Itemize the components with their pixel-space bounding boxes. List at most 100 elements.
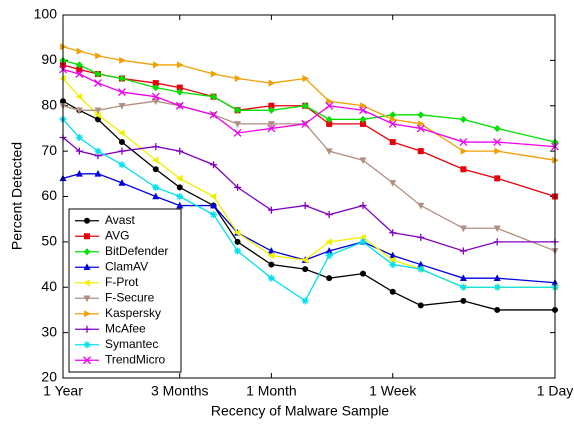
marker	[389, 251, 397, 259]
marker	[493, 283, 501, 291]
marker	[94, 116, 101, 123]
marker	[118, 161, 126, 169]
marker	[268, 261, 275, 268]
marker	[494, 175, 501, 182]
marker	[326, 97, 334, 105]
x-tick-label: 3 Months	[151, 383, 209, 399]
legend-marker	[83, 325, 91, 333]
marker	[176, 201, 184, 209]
marker	[267, 251, 275, 259]
y-tick-label: 80	[41, 96, 57, 112]
marker	[267, 274, 275, 282]
marker	[151, 156, 159, 164]
legend-label: BitDefender	[105, 244, 168, 258]
marker	[267, 106, 275, 114]
legend-label: AVG	[105, 228, 129, 242]
marker	[234, 106, 242, 114]
marker	[76, 66, 83, 73]
y-tick-label: 90	[41, 51, 57, 67]
marker	[210, 201, 218, 209]
plot-frame	[62, 14, 556, 379]
marker	[359, 233, 366, 241]
x-tick-label: 1 Month	[246, 383, 297, 399]
marker	[325, 247, 333, 254]
marker	[388, 256, 396, 264]
marker	[152, 84, 160, 92]
series-line	[62, 64, 556, 198]
marker	[118, 147, 126, 155]
legend-marker	[84, 310, 91, 318]
marker	[233, 229, 241, 237]
marker	[459, 274, 467, 281]
y-tick-label: 40	[41, 278, 57, 294]
legend-label: ClamAV	[105, 259, 148, 273]
marker	[460, 147, 468, 155]
marker	[94, 79, 102, 88]
marker	[94, 111, 101, 119]
marker	[151, 92, 160, 101]
marker	[267, 121, 275, 128]
marker	[325, 251, 333, 259]
marker	[389, 115, 397, 123]
marker	[210, 161, 218, 169]
marker	[359, 120, 366, 127]
marker	[210, 93, 218, 101]
legend-marker	[84, 233, 90, 240]
marker	[176, 84, 183, 91]
x-tick-label: 1 Week	[369, 383, 417, 399]
marker	[267, 124, 276, 133]
marker	[94, 107, 102, 115]
marker	[359, 238, 367, 246]
marker	[118, 179, 126, 186]
marker	[460, 297, 467, 304]
marker	[359, 270, 366, 277]
marker	[268, 79, 276, 87]
marker	[152, 192, 160, 200]
legend-label: McAfee	[105, 321, 146, 335]
marker	[233, 129, 242, 137]
marker	[268, 102, 275, 109]
marker	[325, 238, 332, 246]
marker	[493, 124, 501, 132]
marker	[388, 119, 397, 128]
marker	[325, 148, 333, 155]
marker	[152, 143, 160, 151]
marker	[301, 256, 308, 264]
marker	[234, 75, 242, 83]
marker	[75, 147, 83, 155]
marker	[360, 102, 367, 110]
marker	[493, 238, 501, 246]
marker	[209, 110, 218, 119]
marker	[389, 180, 397, 187]
marker	[459, 247, 467, 255]
marker	[75, 134, 83, 142]
legend-marker	[83, 341, 91, 349]
marker	[494, 147, 502, 155]
marker	[118, 139, 125, 146]
marker	[301, 119, 310, 128]
marker	[301, 297, 309, 305]
marker	[302, 75, 310, 83]
legend-marker	[83, 356, 91, 365]
y-tick-label: 70	[41, 142, 57, 158]
marker	[75, 70, 84, 78]
marker	[234, 247, 242, 255]
marker	[267, 206, 275, 214]
marker	[417, 148, 424, 155]
marker	[117, 88, 126, 97]
marker	[234, 121, 242, 128]
marker	[152, 98, 160, 106]
marker	[326, 275, 333, 282]
legend-marker	[84, 217, 90, 224]
y-tick-label: 30	[41, 323, 57, 339]
marker	[389, 139, 396, 146]
marker	[152, 166, 159, 173]
marker	[176, 147, 184, 155]
x-tick-label: 1 Year	[43, 383, 83, 399]
x-tick-label: 1 Day	[537, 383, 574, 399]
marker	[209, 193, 217, 200]
legend-label: TrendMicro	[105, 352, 166, 366]
marker	[359, 115, 367, 123]
marker	[152, 61, 160, 69]
marker	[94, 70, 102, 78]
